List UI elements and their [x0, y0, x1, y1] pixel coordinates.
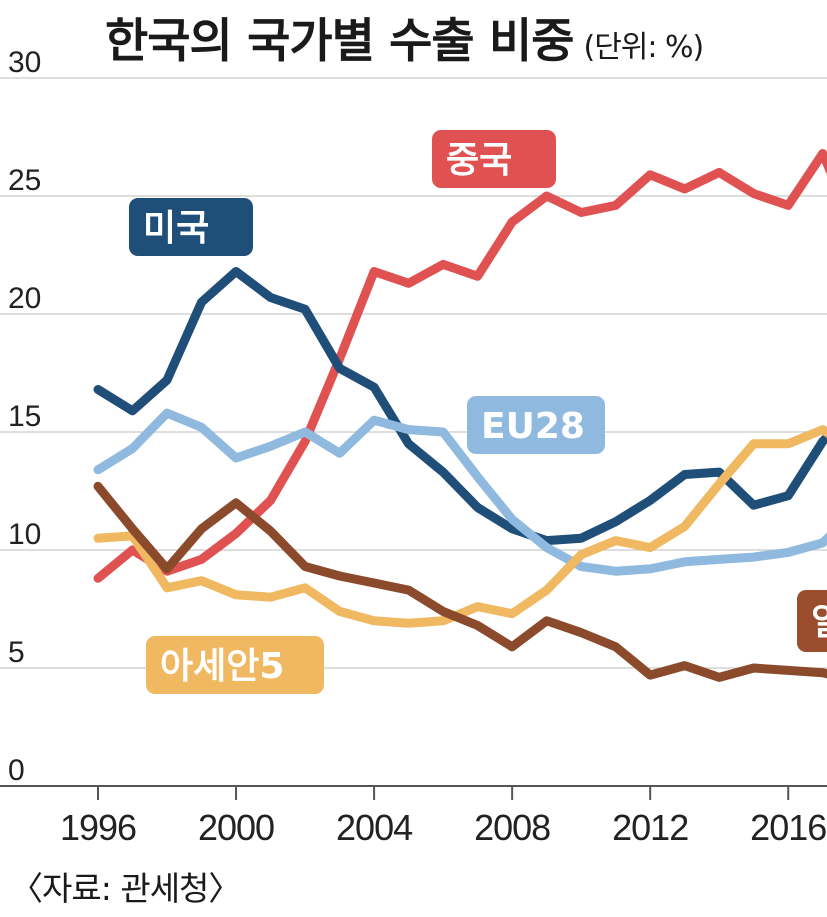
y-tick-label: 30	[8, 46, 41, 79]
series-label-미국: 미국	[143, 208, 209, 249]
chart-title: 한국의 국가별 수출 비중 (단위: %)	[105, 2, 705, 71]
source-note: 〈자료: 관세청〉	[10, 869, 241, 908]
grid	[0, 77, 827, 669]
x-tick-label: 2004	[336, 807, 412, 848]
title-text: 한국의 국가별 수출 비중	[105, 14, 574, 69]
y-tick-label: 0	[8, 754, 25, 787]
series-line-EU28	[93, 408, 827, 576]
x-tick-label: 2000	[198, 807, 274, 848]
unit-text: (단위: %)	[583, 30, 705, 65]
series-label-아세안5: 아세안5	[160, 646, 284, 687]
series-label-EU28: EU28	[481, 406, 585, 447]
x-tick-label: 2012	[612, 807, 688, 848]
y-tick-label: 5	[8, 636, 25, 669]
series-label-box-미국	[129, 198, 253, 256]
series-label-중국: 중국	[446, 140, 512, 181]
series-label-box-EU28	[467, 396, 605, 454]
series-line-미국	[93, 267, 827, 546]
series-label-box-일	[797, 590, 827, 652]
series-line-중국	[93, 149, 827, 583]
series-label-box-아세안5	[146, 636, 324, 694]
y-tick-labels: 0 5 10 15 20 25 30	[8, 46, 41, 787]
x-tick-label: 2016	[750, 807, 826, 848]
series-label-box-중국	[432, 130, 556, 188]
series-line-일	[93, 481, 827, 682]
y-tick-label: 15	[8, 400, 41, 433]
x-tick-label: 2008	[474, 807, 550, 848]
x-axis: 1996 2000 2004 2008 2012 2016	[0, 785, 827, 848]
y-tick-label: 25	[8, 164, 41, 197]
series-line-아세안5	[93, 425, 827, 628]
series-label-일: 일	[811, 602, 827, 643]
y-tick-label: 10	[8, 518, 41, 551]
y-tick-label: 20	[8, 282, 41, 315]
series-lines	[93, 149, 827, 682]
x-tick-label: 1996	[60, 807, 136, 848]
